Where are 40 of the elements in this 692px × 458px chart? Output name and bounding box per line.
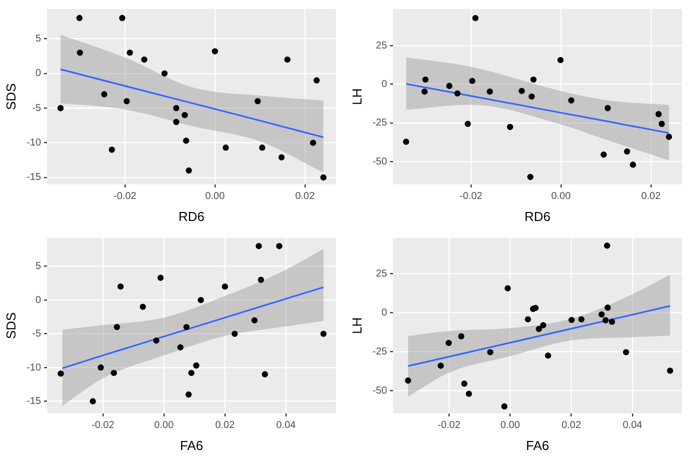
y-tick-label: -10 (26, 138, 42, 149)
x-tick-label: 0.02 (215, 420, 236, 432)
y-tick-label: -25 (372, 346, 388, 358)
y-tick-label: -25 (372, 118, 388, 129)
y-tick-label: -5 (32, 328, 42, 340)
y-tick-label: -15 (26, 396, 42, 408)
x-tick-label: 0.02 (562, 420, 582, 432)
x-tick-label: 0.04 (276, 420, 296, 432)
x-axis-title: FA6 (526, 438, 550, 453)
x-tick-label: 0.00 (500, 420, 520, 432)
y-tick-label: 5 (35, 261, 42, 272)
y-axis-title: SDS (3, 312, 18, 340)
x-axis-title: FA6 (180, 438, 204, 453)
y-axis-title: LH (349, 317, 364, 334)
x-axis-title: RD6 (524, 208, 551, 224)
y-tick-label: 0 (35, 68, 42, 80)
x-tick-label: -0.02 (114, 191, 137, 202)
y-tick-label: -15 (26, 172, 42, 184)
x-tick-label: 0.00 (154, 420, 174, 432)
y-tick-label: 25 (376, 40, 388, 52)
y-tick-label: -50 (372, 385, 388, 396)
y-tick-label: -50 (372, 156, 388, 168)
y-tick-label: -5 (32, 102, 42, 114)
x-tick-label: 0.02 (295, 191, 316, 202)
y-tick-label: 0 (35, 294, 42, 306)
y-tick-label: 25 (376, 268, 388, 280)
y-axis-title: LH (349, 88, 364, 106)
x-tick-label: -0.02 (438, 420, 461, 432)
x-tick-label: 0.00 (551, 191, 572, 202)
y-tick-label: -10 (26, 362, 42, 374)
x-axis-title: RD6 (178, 208, 205, 224)
y-tick-label: 5 (35, 34, 42, 45)
y-axis-title: SDS (3, 83, 18, 110)
x-tick-label: 0.02 (641, 191, 662, 202)
x-tick-label: 0.04 (622, 420, 643, 432)
x-tick-label: -0.02 (460, 191, 483, 202)
x-tick-label: 0.00 (205, 191, 226, 202)
y-tick-label: 0 (381, 79, 388, 90)
x-tick-label: -0.02 (91, 420, 115, 432)
y-tick-label: 0 (381, 307, 388, 318)
